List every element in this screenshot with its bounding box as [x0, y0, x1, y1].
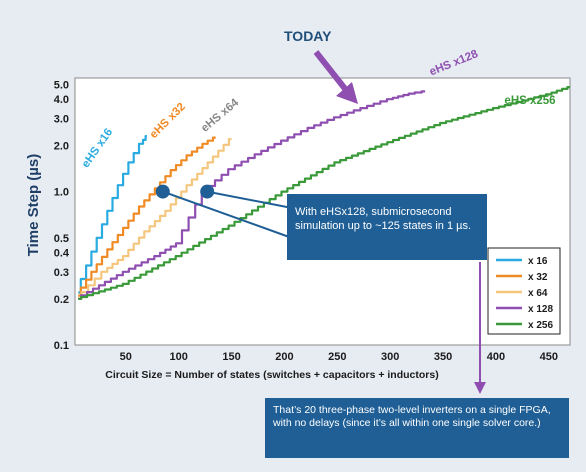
- series-line-x32: [78, 136, 216, 297]
- curve-label-x128: eHS x128: [428, 48, 480, 79]
- series-lines: [78, 86, 570, 300]
- marker-connector: [162, 190, 293, 239]
- x-tick-label: 50: [120, 351, 132, 363]
- callout-inverters: That’s 20 three-phase two-level inverter…: [265, 398, 569, 458]
- x-tick-labels: 50 100 150 200 250 300 350 400 450: [120, 351, 558, 363]
- y-tick-label: 0.5: [54, 233, 69, 245]
- x-tick-label: 100: [169, 351, 187, 363]
- series-line-x16: [78, 135, 147, 294]
- x-tick-label: 200: [275, 351, 293, 363]
- y-tick-label: 2.0: [54, 140, 69, 152]
- legend: x 16 x 32 x 64 x 128 x 256: [487, 247, 561, 335]
- y-tick-label: 0.1: [54, 340, 69, 352]
- marker-connector: [207, 190, 293, 209]
- x-tick-label: 350: [434, 351, 452, 363]
- series-line-x256: [78, 86, 570, 300]
- x-tick-label: 300: [381, 351, 399, 363]
- curve-label-x256: eHS x256: [504, 95, 555, 107]
- marker-dot: [200, 184, 215, 199]
- legend-label: x 128: [528, 304, 553, 315]
- legend-label: x 16: [528, 256, 548, 267]
- callout-submicrosecond: With eHSx128, submicrosecond simulation …: [287, 194, 487, 260]
- legend-label: x 32: [528, 272, 548, 283]
- y-tick-labels: 0.1 0.2 0.3 0.4 0.5 1.0 2.0 3.0 4.0 5.0: [54, 79, 70, 352]
- today-arrowhead: [336, 82, 358, 104]
- legend-label: x 256: [528, 320, 553, 331]
- today-arrow: [313, 50, 349, 92]
- x-tick-label: 400: [487, 351, 505, 363]
- y-tick-label: 5.0: [54, 79, 69, 91]
- y-tick-label: 4.0: [54, 94, 69, 106]
- x-axis-label: Circuit Size = Number of states (switche…: [105, 369, 438, 381]
- x-tick-label: 250: [328, 351, 346, 363]
- y-tick-label: 1.0: [54, 187, 69, 199]
- y-tick-label: 0.2: [54, 294, 69, 306]
- series-line-x64: [78, 138, 232, 300]
- legend-arrowhead: [474, 382, 486, 394]
- legend-box: [487, 247, 561, 335]
- series-line-x128: [78, 90, 426, 300]
- y-axis-label: Time Step (µs): [25, 154, 42, 257]
- y-tick-label: 0.4: [54, 248, 70, 260]
- y-tick-label: 3.0: [54, 113, 69, 125]
- y-tick-label: 0.3: [54, 267, 69, 279]
- marker-dot: [155, 184, 170, 199]
- x-tick-label: 450: [540, 351, 558, 363]
- x-tick-label: 150: [222, 351, 240, 363]
- annotations: [155, 50, 486, 394]
- today-label: TODAY: [284, 28, 332, 44]
- legend-label: x 64: [528, 288, 548, 299]
